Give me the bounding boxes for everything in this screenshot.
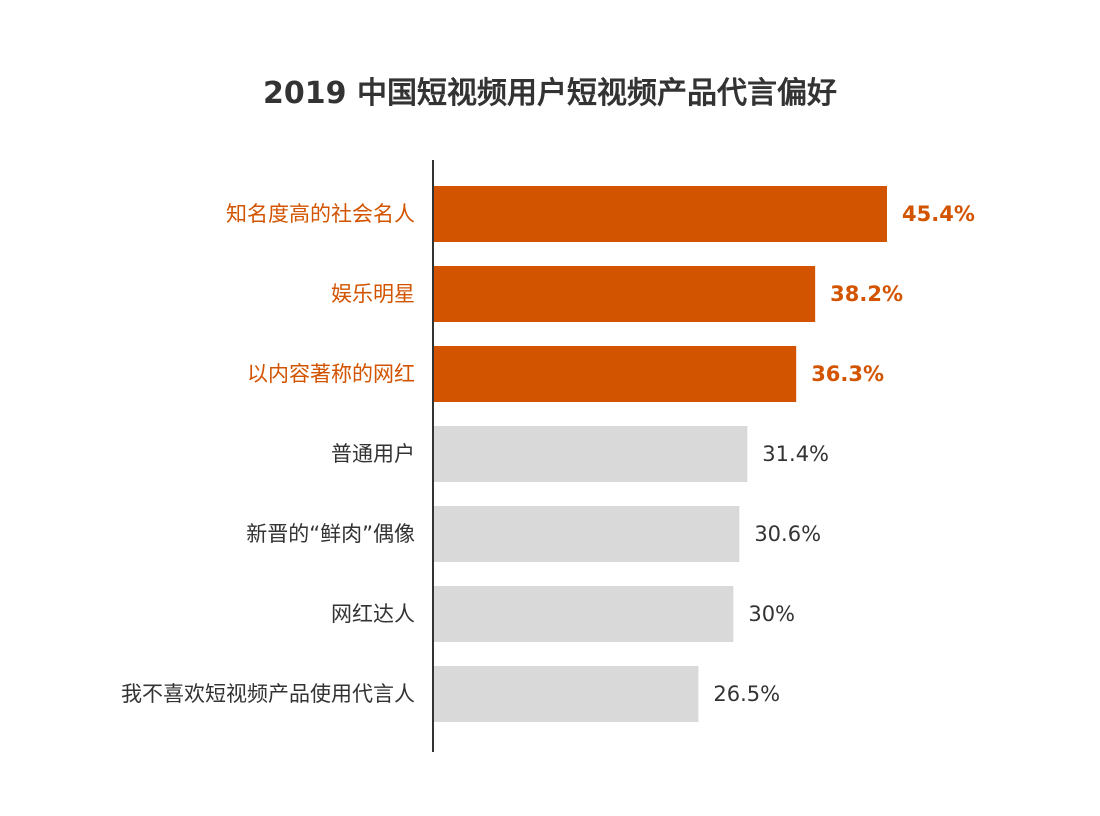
bar <box>434 506 740 562</box>
bar <box>434 186 887 242</box>
value-label: 36.3% <box>811 362 884 386</box>
value-label: 26.5% <box>713 682 780 706</box>
category-label: 网红达人 <box>331 602 415 626</box>
category-label: 娱乐明星 <box>331 282 415 306</box>
bar <box>434 346 797 402</box>
bar <box>434 586 734 642</box>
value-label: 30.6% <box>754 522 821 546</box>
category-label: 普通用户 <box>331 442 415 466</box>
chart-title: 2019 中国短视频用户短视频产品代言偏好 <box>263 76 837 111</box>
category-label: 新晋的“鲜肉”偶像 <box>246 522 415 546</box>
bar <box>434 426 748 482</box>
category-label: 知名度高的社会名人 <box>226 202 415 226</box>
value-label: 30% <box>748 602 795 626</box>
value-label: 38.2% <box>830 282 903 306</box>
value-label: 31.4% <box>762 442 829 466</box>
bar <box>434 666 699 722</box>
category-label: 以内容著称的网红 <box>247 362 415 386</box>
value-label: 45.4% <box>902 202 975 226</box>
category-label: 我不喜欢短视频产品使用代言人 <box>121 682 415 706</box>
bar <box>434 266 816 322</box>
